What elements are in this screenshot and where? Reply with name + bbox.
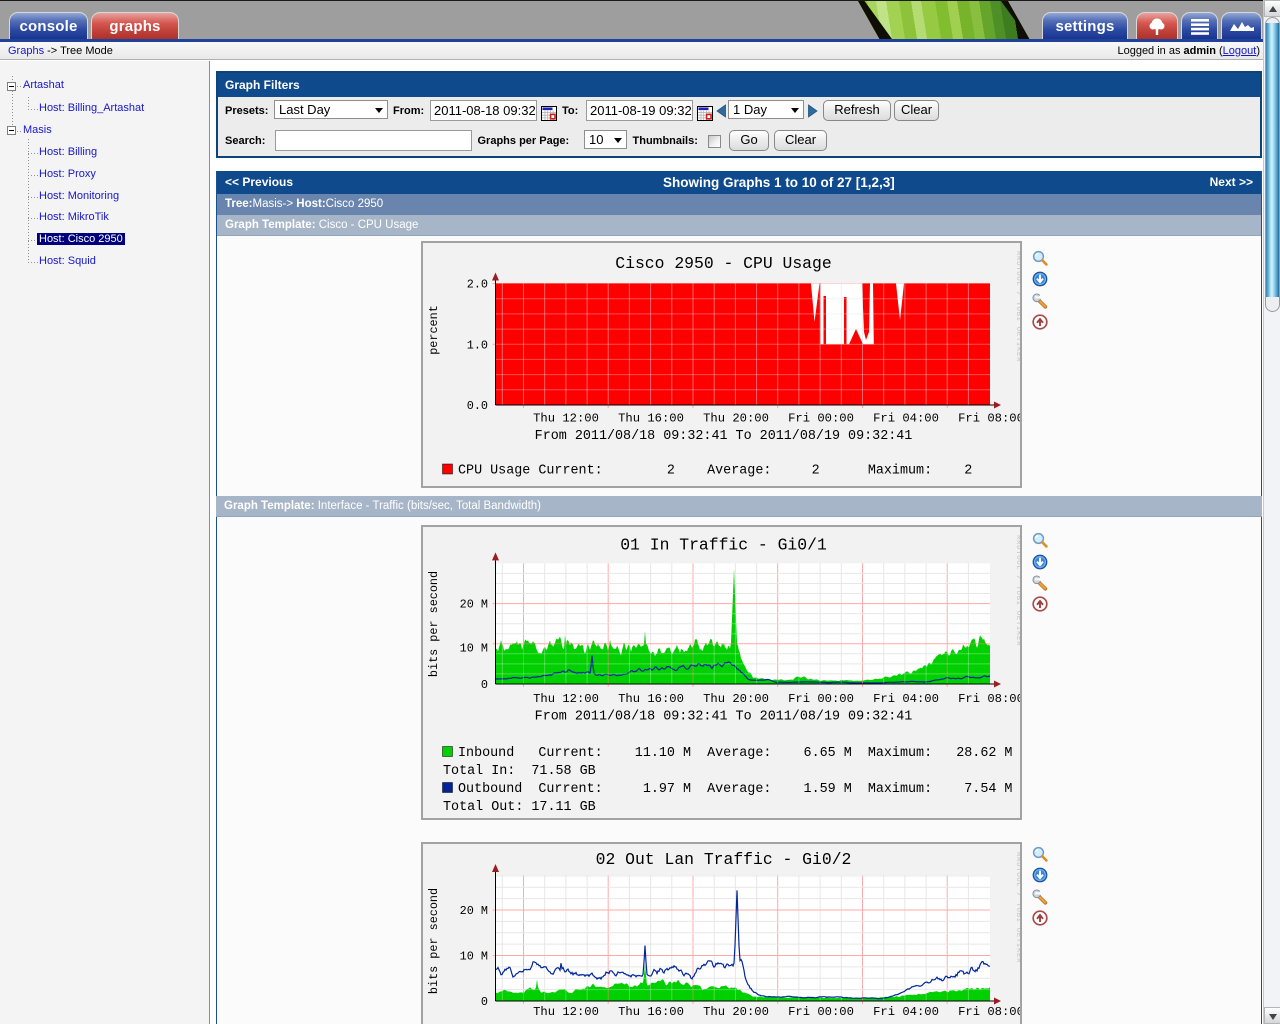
svg-text:Fri 04:00: Fri 04:00 xyxy=(873,692,939,706)
svg-text:RRDTOOL / TOBI OETIKER: RRDTOOL / TOBI OETIKER xyxy=(1014,535,1022,646)
svg-text:20 M: 20 M xyxy=(460,904,488,918)
svg-text:Thu 16:00: Thu 16:00 xyxy=(618,692,684,706)
svg-text:02 Out Lan Traffic - Gi0/2: 02 Out Lan Traffic - Gi0/2 xyxy=(596,850,852,869)
svg-text:Fri 00:00: Fri 00:00 xyxy=(788,692,854,706)
svg-text:0.0: 0.0 xyxy=(467,399,488,413)
svg-text:Total Out: 17.11 GB: Total Out: 17.11 GB xyxy=(443,800,596,815)
svg-text:RRDTOOL / TOBI OETIKER: RRDTOOL / TOBI OETIKER xyxy=(1014,852,1022,963)
svg-text:Outbound Current: 1.97 M: Outbound Current: 1.97 M Average: 1.59 M… xyxy=(458,782,1012,797)
svg-text:10 M: 10 M xyxy=(460,950,488,964)
svg-text:Thu 12:00: Thu 12:00 xyxy=(533,1005,599,1019)
svg-text:Thu 12:00: Thu 12:00 xyxy=(533,412,599,426)
svg-text:Thu 16:00: Thu 16:00 xyxy=(618,1005,684,1019)
svg-text:0: 0 xyxy=(481,995,488,1009)
svg-text:Fri 00:00: Fri 00:00 xyxy=(788,412,854,426)
svg-text:0: 0 xyxy=(481,678,488,692)
svg-text:Cisco 2950 - CPU Usage: Cisco 2950 - CPU Usage xyxy=(615,254,831,273)
svg-text:Thu 20:00: Thu 20:00 xyxy=(703,1005,769,1019)
svg-text:Fri 08:00: Fri 08:00 xyxy=(958,1005,1022,1019)
svg-text:bits per second: bits per second xyxy=(427,888,441,994)
svg-text:Fri 00:00: Fri 00:00 xyxy=(788,1005,854,1019)
svg-text:Fri 08:00: Fri 08:00 xyxy=(958,692,1022,706)
svg-text:From 2011/08/18 09:32:41 To 20: From 2011/08/18 09:32:41 To 2011/08/19 0… xyxy=(535,429,913,444)
svg-text:RRDTOOL / TOBI OETIKER: RRDTOOL / TOBI OETIKER xyxy=(1014,251,1022,362)
svg-text:2.0: 2.0 xyxy=(467,278,488,292)
svg-text:Thu 16:00: Thu 16:00 xyxy=(618,412,684,426)
svg-text:From 2011/08/18 09:32:41 To 20: From 2011/08/18 09:32:41 To 2011/08/19 0… xyxy=(535,710,913,725)
svg-text:Inbound Current: 11.10 M: Inbound Current: 11.10 M Average: 6.65 M… xyxy=(458,746,1012,761)
svg-text:01 In Traffic - Gi0/1: 01 In Traffic - Gi0/1 xyxy=(620,536,827,555)
svg-text:CPU Usage Current: 2: CPU Usage Current: 2 Average: 2 Maximum:… xyxy=(458,464,972,479)
svg-text:Fri 08:00: Fri 08:00 xyxy=(958,412,1022,426)
svg-text:20 M: 20 M xyxy=(460,598,488,612)
svg-text:Thu 12:00: Thu 12:00 xyxy=(533,692,599,706)
svg-text:Thu 20:00: Thu 20:00 xyxy=(703,692,769,706)
svg-text:percent: percent xyxy=(427,305,441,355)
svg-text:Total In: 71.58 GB: Total In: 71.58 GB xyxy=(443,764,596,779)
svg-text:Fri 04:00: Fri 04:00 xyxy=(873,412,939,426)
svg-text:1.0: 1.0 xyxy=(467,338,488,352)
svg-text:10 M: 10 M xyxy=(460,642,488,656)
svg-text:Thu 20:00: Thu 20:00 xyxy=(703,412,769,426)
svg-text:Fri 04:00: Fri 04:00 xyxy=(873,1005,939,1019)
svg-text:bits per second: bits per second xyxy=(427,571,441,677)
